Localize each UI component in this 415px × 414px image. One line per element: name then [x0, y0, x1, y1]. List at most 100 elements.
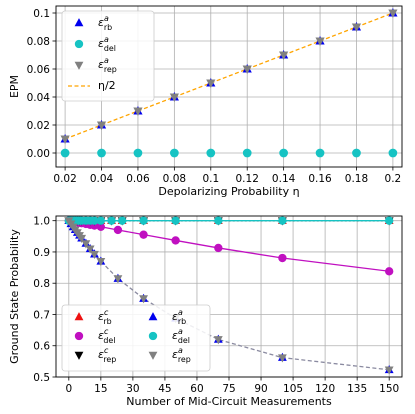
- legend-label: η/2: [98, 79, 116, 92]
- legend-item-del_c: εc del: [74, 327, 115, 345]
- legend-marker: [148, 351, 158, 360]
- y-tick-label: 1.0: [33, 215, 50, 227]
- legend-label: εa rb: [98, 14, 112, 32]
- x-tick-label: 120: [315, 383, 335, 395]
- del-point: [107, 216, 116, 225]
- del-point: [90, 216, 99, 225]
- y-axis-label: EPM: [8, 75, 21, 98]
- legend-item-rep: εa rep: [148, 346, 191, 364]
- panel-epm: 0.02 0.04 0.06 0.08 0.1 0.12 0.14 0.16 0.18 0.2 0.…: [8, 5, 403, 198]
- legend-marker: [74, 61, 84, 70]
- legend: εa rb εa del εa rep η/2: [61, 10, 155, 102]
- legend-label: εa rep: [98, 56, 117, 74]
- legend-item-eta_half: η/2: [68, 79, 116, 92]
- data-markers: [64, 215, 394, 375]
- rep-point: [96, 258, 106, 267]
- rep-point: [351, 23, 362, 33]
- del-point: [388, 148, 398, 158]
- legend-item-rep: εa rep: [74, 56, 117, 74]
- x-tick-label: 150: [379, 383, 399, 395]
- x-tick-label: 0.1: [202, 173, 219, 185]
- legend-label: εc rb: [98, 308, 112, 326]
- legend-item-del: εa del: [148, 327, 190, 345]
- rep-point: [213, 336, 223, 345]
- rep-point: [85, 245, 95, 254]
- legend-marker: [74, 39, 84, 49]
- rep-point: [315, 37, 325, 47]
- legend-label: εa del: [98, 35, 116, 53]
- legend-label: εa rb: [172, 308, 186, 326]
- y-axis-label: Ground State Probability: [8, 229, 21, 364]
- plot-frame: [55, 215, 403, 378]
- legend-item-rb_c: εc rb: [74, 308, 112, 326]
- y-tick-label: 0.06: [27, 64, 51, 76]
- x-tick-label: 45: [158, 383, 171, 395]
- legend-label: εa del: [172, 327, 190, 345]
- x-tick-label: 135: [347, 383, 367, 395]
- del-point: [60, 148, 70, 158]
- del_c-point: [113, 225, 123, 235]
- del-point: [169, 148, 179, 158]
- legend-box: [61, 304, 211, 372]
- legend-marker: [148, 331, 158, 341]
- y-tick-label: 0.6: [33, 341, 50, 353]
- legend-label: εc rep: [98, 346, 116, 364]
- legend-marker: [74, 351, 84, 360]
- y-tick-label: 0.02: [27, 120, 50, 132]
- x-tick-label: 0: [65, 383, 72, 395]
- x-tick-label: 60: [190, 383, 203, 395]
- eta-half-line: [64, 12, 394, 140]
- ticks: 0 15 30 45 60 75 90 105 120 135 150 0.5 0.6 0.7 0.8 0.9…: [33, 215, 399, 395]
- y-tick-label: 0.04: [27, 92, 51, 104]
- x-tick-label: 15: [94, 383, 107, 395]
- rep-point: [81, 240, 91, 249]
- legend-label: εc del: [98, 327, 115, 345]
- del-point: [97, 148, 106, 158]
- rep-point: [279, 51, 289, 61]
- legend-item-rep_c: εc rep: [74, 346, 116, 364]
- y-tick-label: 0.08: [27, 36, 50, 48]
- x-axis-label: Number of Mid-Circuit Measurements: [126, 395, 332, 408]
- fit-lines: [64, 12, 394, 140]
- panel-ground-state: 0 15 30 45 60 75 90 105 120 135 150 0.5 0.6 0.7 0.8 0.9…: [8, 215, 403, 408]
- del-point: [171, 216, 180, 225]
- rep-point: [133, 107, 143, 117]
- x-tick-label: 30: [126, 383, 139, 395]
- legend-marker: [74, 18, 84, 27]
- del-point: [352, 148, 361, 158]
- x-tick-label: 105: [283, 383, 303, 395]
- del_c-point: [278, 253, 287, 263]
- x-tick-label: 0.16: [308, 173, 332, 185]
- x-tick-label: 0.12: [236, 173, 259, 185]
- rep-point: [388, 9, 398, 19]
- plot-frame: [55, 5, 403, 168]
- rep-point: [242, 65, 252, 75]
- rep-point: [277, 354, 287, 363]
- y-tick-label: 0.8: [33, 278, 50, 290]
- del_c-point: [214, 243, 223, 253]
- x-tick-label: 0.04: [90, 173, 114, 185]
- x-axis-label: Depolarizing Probability η: [158, 185, 299, 198]
- del-point: [118, 216, 127, 225]
- x-tick-label: 0.14: [272, 173, 296, 185]
- x-tick-label: 75: [222, 383, 235, 395]
- del_c-point: [96, 222, 106, 231]
- x-tick-label: 0.06: [126, 173, 150, 185]
- y-tick-label: 0.5: [33, 372, 50, 384]
- rep-point: [77, 234, 87, 244]
- y-tick-label: 0.7: [33, 309, 50, 321]
- y-tick-label: 0.1: [33, 8, 50, 20]
- y-tick-label: 0.9: [33, 247, 50, 259]
- x-tick-label: 0.02: [53, 173, 76, 185]
- data-markers: [60, 7, 398, 158]
- ticks: 0.02 0.04 0.06 0.08 0.1 0.12 0.14 0.16 0.18 0.2 0.…: [27, 8, 402, 185]
- rep-point: [60, 135, 70, 145]
- x-tick-label: 0.08: [163, 173, 186, 185]
- del-point: [206, 148, 216, 158]
- rep-point: [169, 93, 179, 103]
- rep-point: [96, 121, 107, 131]
- legend-box: [61, 10, 155, 102]
- rep-point: [206, 79, 216, 89]
